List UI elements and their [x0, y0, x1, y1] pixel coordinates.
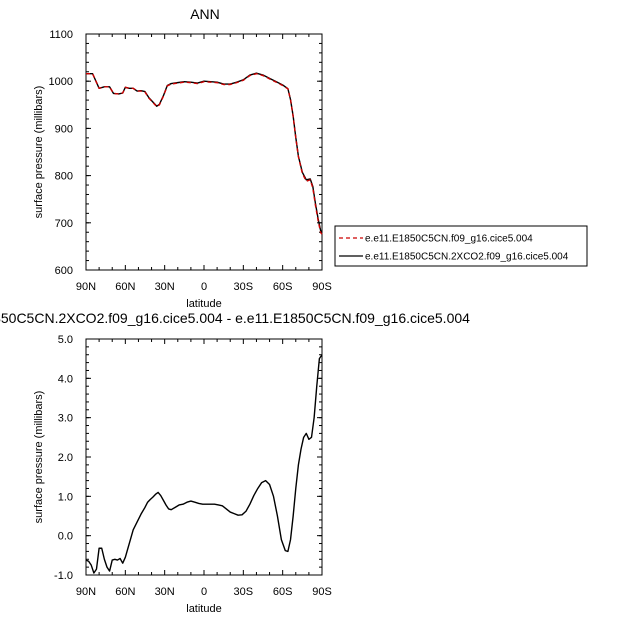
top-chart-ylabel: surface pressure (millibars) [33, 86, 45, 219]
top-chart-ticks: 90N 60N 30N 0 30S 60S 90S 600 700 800 900 1000 1100 [49, 29, 332, 293]
bottom-chart-ytick-label: 4.0 [58, 373, 73, 385]
top-chart-panel: ANN 90N 60N 30N 0 30S 60S 90S 600 700 800 900 1000 1… [33, 6, 332, 310]
bottom-chart-ytick-label: -1.0 [54, 570, 73, 582]
bottom-chart-lines [85, 354, 323, 574]
bottom-chart-xtick-label: 30N [155, 586, 175, 598]
top-chart-xlabel: latitude [186, 298, 221, 310]
top-chart-xtick-label: 60N [115, 281, 135, 293]
bottom-chart-ytick-label: 1.0 [58, 491, 73, 503]
bottom-chart-title: e.e11.E1850C5CN.2XCO2.f09_g16.cice5.004 … [0, 310, 470, 326]
top-chart-lines [86, 72, 323, 235]
bottom-chart-xtick-label: 0 [201, 586, 207, 598]
top-chart-legend: e.e11.E1850C5CN.f09_g16.cice5.004 e.e11.… [334, 225, 588, 267]
top-chart-series-line-1 [86, 72, 323, 233]
bottom-chart-panel: e.e11.E1850C5CN.2XCO2.f09_g16.cice5.004 … [0, 310, 470, 615]
top-chart-xtick-label: 30N [155, 281, 175, 293]
bottom-chart-ticks: 90N 60N 30N 0 30S 60S 90S -1.0 0.0 1.0 2.0 3.0 4.0 5.… [54, 334, 332, 598]
top-chart-ytick-label: 700 [55, 218, 73, 230]
top-chart-xtick-label: 30S [234, 281, 254, 293]
top-chart-ytick-label: 900 [55, 123, 73, 135]
top-chart-ytick-label: 600 [55, 265, 73, 277]
bottom-chart-xlabel: latitude [186, 603, 221, 615]
top-chart-title: ANN [190, 6, 220, 22]
top-chart-ytick-label: 1000 [49, 76, 73, 88]
top-chart-ytick-label: 1100 [49, 29, 73, 41]
top-chart-xtick-label: 60S [273, 281, 293, 293]
top-chart-frame [85, 33, 323, 271]
bottom-chart-ytick-label: 5.0 [58, 334, 73, 346]
bottom-chart-xtick-label: 90S [312, 586, 332, 598]
top-chart-xtick-label: 0 [201, 281, 207, 293]
bottom-chart-ytick-label: 2.0 [58, 452, 73, 464]
bottom-chart-ytick-label: 0.0 [58, 531, 73, 543]
top-chart-xtick-label: 90S [312, 281, 332, 293]
top-chart-xtick-label: 90N [76, 281, 96, 293]
bottom-chart-series-line-0 [85, 354, 323, 574]
bottom-chart-xtick-label: 30S [234, 586, 254, 598]
top-chart-series-line-0 [86, 72, 323, 235]
bottom-chart-xtick-label: 60S [273, 586, 293, 598]
legend-label-dashed: e.e11.E1850C5CN.f09_g16.cice5.004 [365, 234, 533, 245]
legend-box [334, 225, 588, 267]
legend-label-solid: e.e11.E1850C5CN.2XCO2.f09_g16.cice5.004 [365, 252, 569, 263]
top-chart-ytick-label: 800 [55, 171, 73, 183]
bottom-chart-frame [85, 338, 323, 576]
bottom-chart-ylabel: surface pressure (millibars) [33, 391, 45, 524]
bottom-chart-ytick-label: 3.0 [58, 413, 73, 425]
bottom-chart-xtick-label: 60N [115, 586, 135, 598]
bottom-chart-xtick-label: 90N [76, 586, 96, 598]
